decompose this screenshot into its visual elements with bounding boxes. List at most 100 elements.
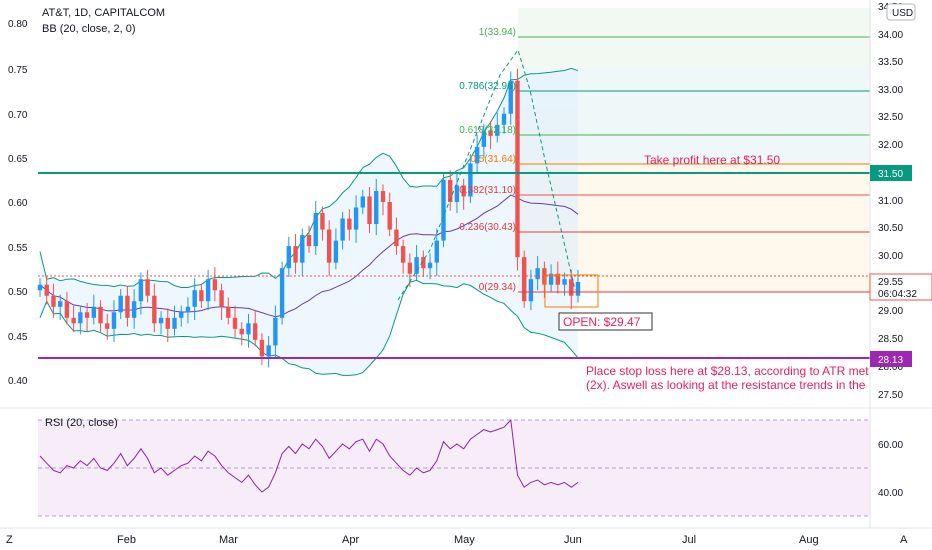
candle-body bbox=[535, 268, 540, 280]
take-profit-price-tag bbox=[870, 165, 912, 181]
candle-body bbox=[380, 190, 386, 202]
candle-body bbox=[461, 185, 466, 197]
candle-body bbox=[387, 202, 392, 230]
take-profit-note[interactable]: Take profit here at $31.50 bbox=[644, 153, 780, 167]
candles bbox=[37, 68, 581, 368]
candle-body bbox=[474, 146, 480, 164]
candle-body bbox=[212, 279, 218, 291]
candle-body bbox=[246, 323, 251, 335]
candle-body bbox=[495, 124, 500, 136]
candle-body bbox=[111, 312, 117, 329]
last-price-tag bbox=[869, 273, 932, 301]
rsi-tick: 60.00 bbox=[878, 440, 903, 451]
candle-body bbox=[421, 257, 426, 269]
fib-label-0618: 0.618(32.18) bbox=[459, 125, 516, 136]
candle-body bbox=[542, 268, 547, 285]
right-tick: 30.50 bbox=[878, 223, 903, 234]
right-tick: 29.00 bbox=[878, 306, 903, 317]
entry-zone-box[interactable] bbox=[544, 274, 599, 308]
currency-badge[interactable] bbox=[886, 3, 916, 21]
stop-loss-price-tag bbox=[870, 351, 912, 367]
rsi-line bbox=[39, 418, 579, 493]
candle-body bbox=[515, 80, 520, 258]
fib-label-0: 0(29.34) bbox=[479, 282, 516, 293]
candle-body bbox=[84, 312, 90, 318]
candle-body bbox=[205, 279, 211, 302]
candle-body bbox=[232, 317, 238, 329]
candle-body bbox=[360, 196, 365, 208]
open-callout-box[interactable] bbox=[558, 312, 653, 331]
candle-body bbox=[300, 235, 305, 263]
fib-label-1: 1(33.94) bbox=[479, 27, 516, 38]
right-tick: 32.50 bbox=[878, 112, 903, 123]
projection-path[interactable] bbox=[397, 48, 576, 301]
right-tick: 27.50 bbox=[878, 390, 903, 401]
rsi-tick: 40.00 bbox=[878, 488, 903, 499]
left-tick: 0.65 bbox=[8, 154, 28, 165]
candle-body bbox=[44, 284, 49, 296]
candle-body bbox=[239, 328, 244, 335]
candle-body bbox=[374, 190, 379, 225]
candle-body bbox=[454, 185, 460, 202]
candle-body bbox=[522, 257, 527, 302]
bb-fill-area bbox=[40, 68, 578, 376]
candle-body bbox=[78, 312, 83, 324]
candle-body bbox=[286, 246, 292, 269]
candle-body bbox=[259, 339, 265, 357]
stop-loss-note-line2[interactable]: (2x). Aswell as looking at the resistanc… bbox=[586, 378, 866, 392]
candle-body bbox=[548, 273, 554, 285]
bb-lower-line bbox=[39, 279, 579, 376]
timezone-icon[interactable]: Z bbox=[6, 534, 13, 546]
rsi-label[interactable]: RSI (20, close) bbox=[45, 417, 118, 429]
candle-body bbox=[367, 196, 372, 225]
candle-body bbox=[98, 306, 103, 324]
indicator-label[interactable]: BB (20, close, 2, 0) bbox=[42, 23, 136, 35]
candle-body bbox=[37, 284, 43, 291]
candle-body bbox=[51, 295, 56, 307]
fib-label-05: 0.5(31.64) bbox=[470, 154, 516, 165]
candle-body bbox=[481, 130, 487, 147]
fibonacci-retracement[interactable]: 1(33.94) 0.786(32.96) 0.618(32.18) 0.5(3… bbox=[459, 27, 870, 293]
candle-body bbox=[172, 317, 177, 329]
candle-body bbox=[407, 262, 413, 274]
right-price-axis[interactable]: 34.50 34.00 33.50 33.00 32.50 32.00 31.0… bbox=[869, 2, 932, 401]
right-tick: 30.00 bbox=[878, 251, 903, 262]
candle-body bbox=[508, 80, 513, 114]
candle-body bbox=[427, 262, 433, 269]
left-tick: 0.60 bbox=[8, 198, 28, 209]
candle-body bbox=[185, 306, 191, 313]
right-tick: 32.00 bbox=[878, 140, 903, 151]
candle-body bbox=[333, 240, 339, 263]
countdown: 06:04:32 bbox=[878, 289, 917, 300]
last-price: 29.55 bbox=[878, 277, 903, 288]
time-label: Feb bbox=[117, 534, 136, 546]
time-axis[interactable]: Feb Mar Apr May Jun Jul Aug bbox=[117, 534, 819, 546]
left-tick: 0.75 bbox=[8, 65, 28, 76]
time-label: Jul bbox=[682, 534, 696, 546]
time-label: Apr bbox=[342, 534, 359, 546]
candle-body bbox=[293, 246, 298, 263]
auto-scale-icon[interactable]: A bbox=[900, 534, 908, 546]
candle-body bbox=[320, 213, 325, 230]
right-tick: 28.00 bbox=[878, 362, 903, 373]
candle-body bbox=[273, 317, 278, 346]
stop-loss-note-line1[interactable]: Place stop loss here at $28.13, accordin… bbox=[586, 364, 869, 378]
candle-body bbox=[131, 301, 137, 318]
candle-body bbox=[71, 317, 76, 324]
stop-loss-price: 28.13 bbox=[878, 355, 903, 366]
candle-body bbox=[441, 179, 446, 241]
candle-body bbox=[152, 295, 157, 324]
candle-body bbox=[434, 240, 439, 263]
candle-body bbox=[353, 207, 359, 230]
left-tick: 0.40 bbox=[8, 376, 28, 387]
rsi-polyline bbox=[39, 418, 579, 493]
left-tick: 0.45 bbox=[8, 332, 28, 343]
right-tick: 33.50 bbox=[878, 57, 903, 68]
candle-body bbox=[253, 323, 258, 340]
time-label: Mar bbox=[219, 534, 238, 546]
candle-body bbox=[562, 279, 567, 285]
candle-body bbox=[326, 229, 332, 263]
candle-body bbox=[158, 317, 164, 324]
time-label: Aug bbox=[799, 534, 819, 546]
